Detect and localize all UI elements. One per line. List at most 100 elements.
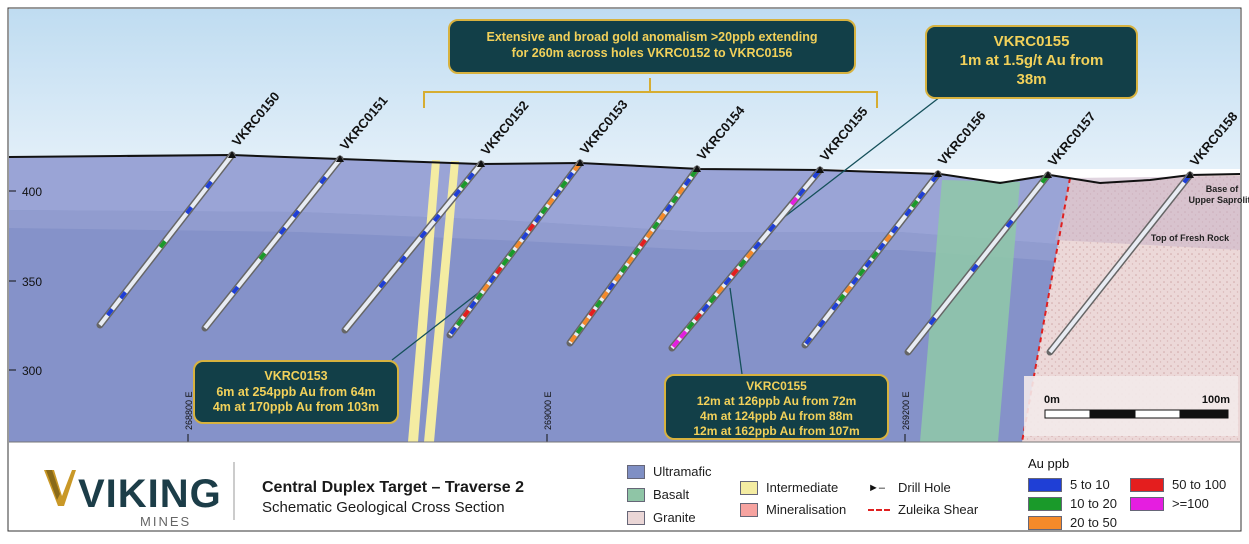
assay-interval <box>455 317 464 327</box>
assay-interval <box>575 325 584 335</box>
assay-interval <box>844 285 853 294</box>
assay-interval <box>527 223 536 232</box>
assay-interval <box>475 292 484 301</box>
assay-interval <box>553 188 562 198</box>
assay-interval <box>671 339 680 348</box>
anomalism-line-1: Extensive and broad gold anomalism >20pp… <box>486 30 818 44</box>
drill-hole-collar-icon <box>1044 171 1052 178</box>
assay-interval <box>546 197 555 206</box>
au-5-10-label: 5 to 10 <box>1070 477 1110 492</box>
transition-band <box>9 210 1070 262</box>
assay-interval <box>588 308 597 317</box>
assay-interval <box>533 214 542 224</box>
au-50-100-label: 50 to 100 <box>1172 477 1227 492</box>
legend-mineralisation: Mineralisation <box>740 502 846 517</box>
legend-mineralisation-swatch <box>740 502 758 517</box>
assay-interval <box>231 285 240 295</box>
assay-interval <box>453 188 462 198</box>
assay-interval <box>569 334 578 343</box>
assay-interval <box>730 267 740 277</box>
legend-drill-hole: ►– Drill Hole <box>868 480 951 495</box>
assay-interval <box>645 230 654 239</box>
assay-interval <box>677 186 685 195</box>
figure-frame <box>7 7 1242 532</box>
dashed-line-icon <box>868 508 890 511</box>
assay-interval <box>831 302 839 311</box>
assay-interval <box>462 309 471 318</box>
drill-hole-collar-icon <box>228 151 236 158</box>
assay-interval <box>683 177 692 187</box>
assay-interval <box>594 299 603 309</box>
assay-interval <box>767 223 777 233</box>
easting-axis: 268800 E 269000 E 269200 E <box>184 391 911 442</box>
highlight-callout-vkrc0155: VKRC0155 1m at 1.5g/t Au from 38m <box>925 25 1138 99</box>
assay-interval <box>520 231 529 241</box>
assay-interval <box>970 263 979 273</box>
drill-hole-core <box>203 157 342 330</box>
anomalism-line-2: for 260m across holes VKRC0152 to VKRC01… <box>511 45 793 60</box>
legend-zuleika-shear: Zuleika Shear <box>868 502 978 517</box>
assay-interval <box>292 209 301 219</box>
au-5-10-swatch <box>1028 477 1062 492</box>
easting-label-269000: 269000 E <box>543 391 553 430</box>
assay-interval <box>678 330 688 340</box>
legend-basalt-label: Basalt <box>653 487 690 502</box>
assay-interval <box>701 303 710 313</box>
assay-interval <box>620 264 628 274</box>
assay-interval <box>745 250 754 259</box>
assay-interval <box>582 317 590 326</box>
assay-interval <box>804 336 813 345</box>
scale-bar: 0m 100m <box>1024 376 1238 436</box>
assay-interval <box>789 196 799 206</box>
legend-mineralisation-label: Mineralisation <box>766 502 847 517</box>
assay-interval <box>752 241 762 251</box>
logo-wordmark: VIKING <box>78 472 222 516</box>
assay-interval <box>670 195 679 204</box>
assay-interval <box>205 180 213 189</box>
au-10-20-label: 10 to 20 <box>1070 496 1117 511</box>
assay-interval <box>850 276 859 286</box>
granite-weathered-band <box>1055 176 1240 250</box>
drill-hole-core <box>1048 173 1192 354</box>
callout-0155-line-1: 12m at 126ppb Au from 72m <box>696 394 857 408</box>
assay-interval <box>715 285 725 295</box>
legend-basalt-swatch <box>627 487 645 502</box>
legend-intermediate: Intermediate <box>740 480 838 495</box>
assay-interval <box>1005 219 1014 229</box>
elevation-label-400: 400 <box>22 185 42 199</box>
elevation-label-300: 300 <box>22 364 42 378</box>
assay-interval <box>904 208 912 217</box>
drill-hole-collar-icon <box>1186 171 1194 178</box>
au-50-100-swatch <box>1130 477 1164 492</box>
au-10-20-swatch <box>1028 496 1062 511</box>
leader-0153 <box>391 289 483 361</box>
assay-interval <box>864 259 873 268</box>
highlight-line-2: 38m <box>1016 70 1047 88</box>
assay-interval <box>658 212 666 222</box>
assay-interval <box>494 266 503 275</box>
saprolite-label: Base of Upper Saprolite <box>1188 184 1249 205</box>
assay-interval <box>797 187 806 197</box>
assay-interval <box>708 294 717 304</box>
assay-interval <box>278 226 287 236</box>
assay-interval <box>884 233 893 243</box>
au-legend-50-100: 50 to 100 <box>1130 477 1226 492</box>
callout-0153-line-2: 4m at 170ppb Au from 103m <box>212 400 380 415</box>
callout-0155-line-2: 4m at 124ppb Au from 88m <box>700 409 853 423</box>
figure-title: Central Duplex Target – Traverse 2 <box>262 479 525 496</box>
au-20-50-label: 20 to 50 <box>1070 515 1117 530</box>
assay-interval <box>258 251 267 261</box>
drill-hole-symbol-icon: ►– <box>868 481 886 494</box>
au-20-50-swatch <box>1028 515 1062 530</box>
assay-interval <box>632 247 641 256</box>
viking-logo <box>44 470 76 506</box>
au-gte-100-label: >=100 <box>1172 496 1209 511</box>
assay-interval <box>514 240 523 249</box>
anomalism-callout: Extensive and broad gold anomalism >20pp… <box>448 19 856 74</box>
assay-interval <box>601 290 609 300</box>
assay-interval <box>626 256 635 265</box>
logo-subtitle: MINES <box>140 514 192 529</box>
assay-interval <box>106 308 114 317</box>
assay-interval <box>481 283 490 292</box>
assay-interval <box>664 203 673 213</box>
